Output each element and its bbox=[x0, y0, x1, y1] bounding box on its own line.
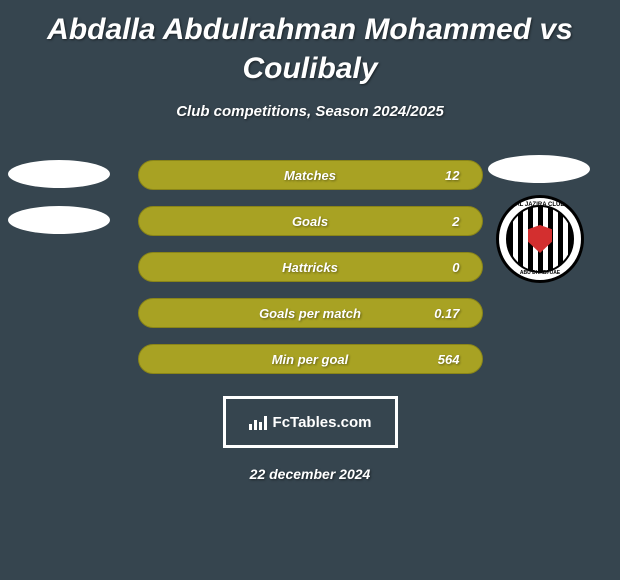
stat-value: 0 bbox=[452, 260, 459, 275]
subtitle: Club competitions, Season 2024/2025 bbox=[0, 103, 620, 120]
shield-icon bbox=[528, 225, 552, 253]
stat-label: Goals bbox=[292, 214, 328, 229]
chart-icon bbox=[249, 414, 267, 430]
stat-bar-goals-per-match: Goals per match 0.17 bbox=[138, 298, 483, 328]
stat-bar-matches: Matches 12 bbox=[138, 160, 483, 190]
footer-site: FcTables.com bbox=[273, 414, 372, 431]
stat-bar-goals: Goals 2 bbox=[138, 206, 483, 236]
stat-bar-hattricks: Hattricks 0 bbox=[138, 252, 483, 282]
stat-label: Goals per match bbox=[259, 306, 361, 321]
placeholder-oval bbox=[8, 206, 110, 234]
stat-value: 0.17 bbox=[434, 306, 459, 321]
stat-bar-min-per-goal: Min per goal 564 bbox=[138, 344, 483, 374]
footer-badge: FcTables.com bbox=[223, 396, 398, 448]
placeholder-oval bbox=[488, 155, 590, 183]
stat-label: Matches bbox=[284, 168, 336, 183]
left-placeholders bbox=[8, 160, 110, 234]
stat-label: Hattricks bbox=[282, 260, 338, 275]
badge-stripes bbox=[506, 205, 574, 273]
stat-value: 564 bbox=[438, 352, 460, 367]
stats-container: AL JAZIRA CLUB ABU DHABI-UAE Matches 12 … bbox=[0, 160, 620, 374]
page-title: Abdalla Abdulrahman Mohammed vs Coulibal… bbox=[0, 0, 620, 88]
club-badge: AL JAZIRA CLUB ABU DHABI-UAE bbox=[496, 195, 584, 283]
placeholder-oval bbox=[8, 160, 110, 188]
date: 22 december 2024 bbox=[0, 466, 620, 482]
stat-value: 2 bbox=[452, 214, 459, 229]
right-badges: AL JAZIRA CLUB ABU DHABI-UAE bbox=[496, 155, 590, 283]
stat-value: 12 bbox=[445, 168, 459, 183]
badge-text-bottom: ABU DHABI-UAE bbox=[520, 270, 560, 276]
stat-label: Min per goal bbox=[272, 352, 349, 367]
